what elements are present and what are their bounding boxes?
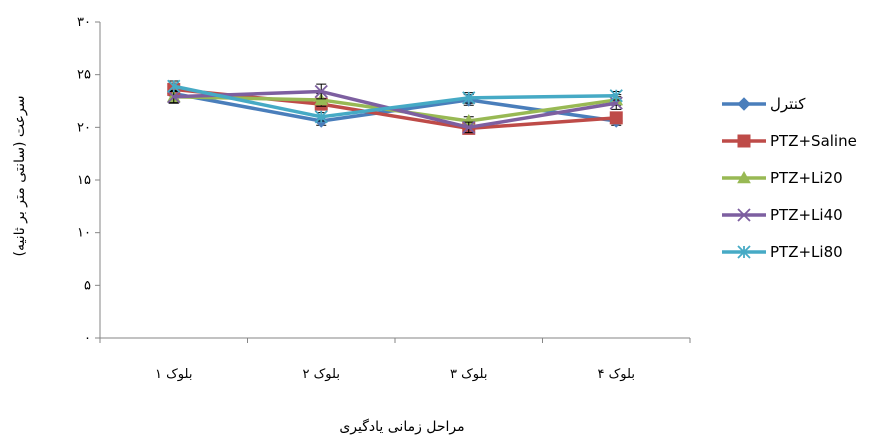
data-point (609, 111, 623, 125)
legend-label: PTZ+Li80 (770, 243, 843, 261)
legend-marker (737, 245, 751, 259)
legend-label: کنترل (770, 95, 806, 113)
data-point (609, 89, 623, 103)
data-point (167, 79, 181, 93)
series-line (173, 84, 617, 119)
legend-marker (737, 208, 751, 222)
legend-item: PTZ+Saline (722, 132, 857, 150)
data-point (462, 120, 476, 134)
data-point (167, 90, 181, 104)
legend-item: PTZ+Li80 (722, 243, 843, 261)
data-point (462, 91, 476, 105)
y-axis-title: سرعت (سانتی متر بر ثانیه) (12, 96, 28, 257)
legend-label: PTZ+Li40 (770, 206, 843, 224)
data-point (314, 84, 328, 99)
legend-item: PTZ+Li20 (722, 169, 843, 187)
y-tick-label: ۵ (84, 278, 91, 293)
x-tick-label: بلوک ۲ (303, 367, 340, 382)
axes (99, 22, 690, 339)
legend-label: PTZ+Li20 (770, 169, 843, 187)
legend-marker (737, 97, 751, 111)
legend-item: کنترل (722, 95, 806, 113)
y-tick-label: ۲۰ (77, 120, 91, 135)
legend-item: PTZ+Li40 (722, 206, 843, 224)
y-axis-ticks: ۰ ۵ ۱۰ ۱۵ ۲۰ ۲۵ ۳۰ (77, 15, 100, 346)
data-point (314, 110, 328, 124)
x-axis-ticks: بلوک ۱ بلوک ۲ بلوک ۳ بلوک ۴ (99, 338, 691, 382)
x-tick-label: بلوک ۱ (155, 367, 192, 382)
y-tick-label: ۰ (84, 331, 91, 346)
series-line (173, 89, 617, 130)
series-layer (166, 79, 624, 135)
legend-marker (737, 134, 751, 148)
y-tick-label: ۲۵ (77, 68, 91, 83)
y-tick-label: ۱۰ (77, 226, 91, 241)
legend-marker (737, 170, 751, 184)
x-tick-label: بلوک ۴ (598, 367, 635, 382)
y-tick-label: ۱۵ (77, 173, 91, 188)
legend-label: PTZ+Saline (770, 132, 857, 150)
x-tick-label: بلوک ۳ (450, 367, 487, 382)
series-4 (167, 79, 623, 124)
legend: کنترل PTZ+Saline PTZ+Li20 PTZ+Li40 PTZ+Li80 (722, 95, 857, 261)
y-tick-label: ۳۰ (77, 15, 91, 30)
x-axis-title: مراحل زمانی یادگیری (339, 418, 464, 435)
